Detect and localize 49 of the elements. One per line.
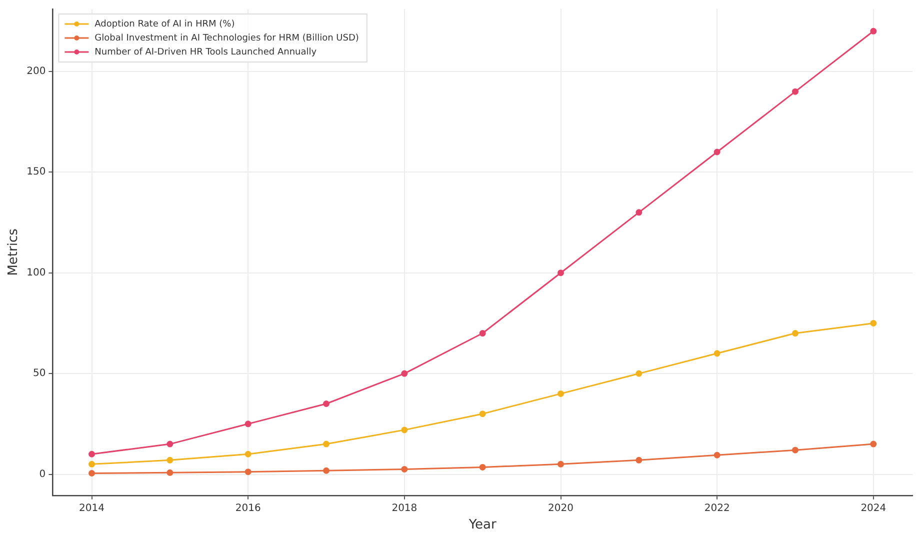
point	[88, 450, 96, 458]
point	[558, 270, 564, 276]
point	[792, 88, 799, 95]
point	[479, 410, 486, 418]
point	[244, 450, 252, 458]
point	[792, 446, 799, 454]
point	[792, 330, 799, 337]
y-tick-label: 0	[39, 468, 46, 480]
point	[714, 148, 720, 156]
point	[244, 420, 252, 428]
point	[558, 460, 564, 468]
y-tick-label: 100	[26, 267, 46, 278]
point	[323, 440, 330, 448]
point	[636, 209, 642, 216]
x-tick-label: 2018	[392, 502, 418, 514]
legend-label: Adoption Rate of AI in HRM (%)	[94, 19, 235, 30]
point	[323, 467, 330, 474]
point	[558, 390, 564, 397]
point	[479, 330, 486, 337]
point	[166, 456, 174, 464]
legend-label: Global Investment in AI Technologies for HRM (Billion USD)	[94, 33, 359, 44]
point	[401, 466, 408, 472]
point	[636, 370, 642, 377]
point	[88, 470, 96, 476]
x-axis-title: Year	[468, 518, 498, 533]
point	[479, 464, 486, 470]
x-tick-label: 2014	[79, 502, 104, 514]
point	[244, 468, 252, 476]
point	[88, 460, 96, 468]
point	[166, 440, 174, 448]
point	[870, 28, 877, 34]
point	[636, 456, 642, 464]
legend-label: Number of AI-Driven HR Tools Launched Annually	[94, 47, 318, 58]
point	[714, 452, 720, 458]
point	[401, 370, 408, 377]
point	[166, 469, 174, 476]
y-tick-label: 200	[26, 66, 46, 78]
point	[714, 350, 720, 357]
y-tick-label: 150	[26, 166, 46, 178]
point	[323, 400, 330, 408]
point	[870, 320, 877, 326]
x-tick-label: 2024	[860, 502, 886, 514]
y-tick-label: 50	[32, 368, 46, 380]
x-tick-label: 2016	[235, 502, 261, 514]
y-axis-title: Metrics	[6, 228, 22, 276]
x-tick-label: 2022	[704, 502, 730, 514]
x-tick-label: 2020	[548, 502, 574, 514]
point	[401, 426, 408, 434]
point	[870, 440, 877, 448]
